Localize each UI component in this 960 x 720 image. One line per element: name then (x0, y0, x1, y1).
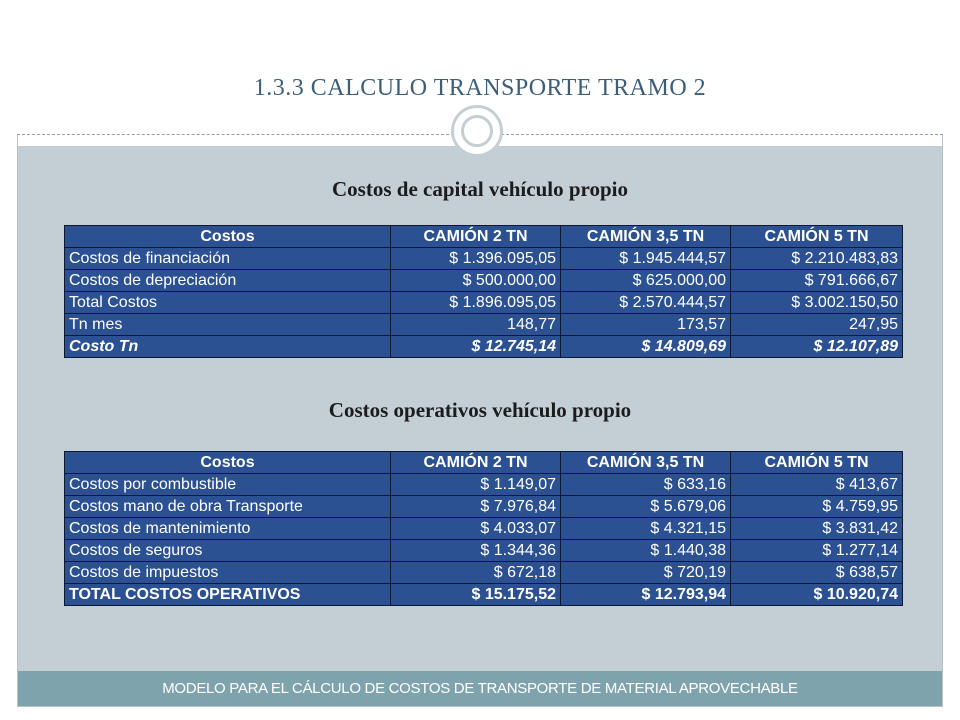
slide-title: 1.3.3 CALCULO TRANSPORTE TRAMO 2 (253, 75, 707, 101)
table-row: Costos mano de obra Transporte $ 7.976,8… (64, 495, 903, 518)
cell-value: $ 1.440,38 (560, 539, 731, 562)
cell-value: $ 12.107,89 (730, 335, 903, 358)
column-header: CAMIÓN 3,5 TN (560, 451, 731, 474)
column-header: CAMIÓN 5 TN (730, 451, 903, 474)
cell-value: $ 720,19 (560, 561, 731, 584)
cell-value: $ 791.666,67 (730, 269, 903, 292)
cell-value: $ 10.920,74 (730, 583, 903, 606)
cell-value: $ 5.679,06 (560, 495, 731, 518)
column-header: Costos (64, 451, 391, 474)
operating-costs-table: Costos CAMIÓN 2 TN CAMIÓN 3,5 TN CAMIÓN … (64, 451, 903, 606)
row-label: Total Costos (64, 291, 391, 314)
circle-ornament-icon (451, 105, 503, 157)
capital-costs-table: Costos CAMIÓN 2 TN CAMIÓN 3,5 TN CAMIÓN … (64, 225, 903, 358)
table-row: Costos de financiación $ 1.396.095,05 $ … (64, 247, 903, 270)
capital-costs-title: Costos de capital vehículo propio (332, 177, 628, 201)
column-header: CAMIÓN 2 TN (390, 451, 561, 474)
footer-bar: MODELO PARA EL CÁLCULO DE COSTOS DE TRAN… (18, 671, 942, 706)
table-row: Costos por combustible $ 1.149,07 $ 633,… (64, 473, 903, 496)
table-row: Costos de seguros $ 1.344,36 $ 1.440,38 … (64, 539, 903, 562)
cell-value: $ 1.945.444,57 (560, 247, 731, 270)
cell-value: $ 1.277,14 (730, 539, 903, 562)
row-label: Costos mano de obra Transporte (64, 495, 391, 518)
row-label: Costos de mantenimiento (64, 517, 391, 540)
cell-value: $ 1.396.095,05 (390, 247, 561, 270)
row-label: Costos de impuestos (64, 561, 391, 584)
row-label: TOTAL COSTOS OPERATIVOS (64, 583, 391, 606)
cell-value: $ 3.831,42 (730, 517, 903, 540)
row-label: Costo Tn (64, 335, 391, 358)
row-label: Costos de financiación (64, 247, 391, 270)
cell-value: $ 14.809,69 (560, 335, 731, 358)
cell-value: $ 4.321,15 (560, 517, 731, 540)
table-row: Costos de mantenimiento $ 4.033,07 $ 4.3… (64, 517, 903, 540)
cell-value: $ 633,16 (560, 473, 731, 496)
row-label: Costos por combustible (64, 473, 391, 496)
cell-value: $ 3.002.150,50 (730, 291, 903, 314)
column-header: Costos (64, 225, 391, 248)
cell-value: $ 12.745,14 (390, 335, 561, 358)
column-header: CAMIÓN 2 TN (390, 225, 561, 248)
cell-value: 247,95 (730, 313, 903, 336)
table-row-cost-per-ton: Costo Tn $ 12.745,14 $ 14.809,69 $ 12.10… (64, 335, 903, 358)
table-row: Tn mes 148,77 173,57 247,95 (64, 313, 903, 336)
cell-value: $ 4.759,95 (730, 495, 903, 518)
cell-value: $ 1.896.095,05 (390, 291, 561, 314)
cell-value: 173,57 (560, 313, 731, 336)
row-label: Costos de seguros (64, 539, 391, 562)
cell-value: $ 1.344,36 (390, 539, 561, 562)
cell-value: 148,77 (390, 313, 561, 336)
operating-costs-title: Costos operativos vehículo propio (328, 398, 632, 422)
cell-value: $ 500.000,00 (390, 269, 561, 292)
cell-value: $ 413,67 (730, 473, 903, 496)
column-header: CAMIÓN 3,5 TN (560, 225, 731, 248)
table-row: Costos de depreciación $ 500.000,00 $ 62… (64, 269, 903, 292)
cell-value: $ 638,57 (730, 561, 903, 584)
row-label: Tn mes (64, 313, 391, 336)
column-header: CAMIÓN 5 TN (730, 225, 903, 248)
table-row: Total Costos $ 1.896.095,05 $ 2.570.444,… (64, 291, 903, 314)
footer-text: MODELO PARA EL CÁLCULO DE COSTOS DE TRAN… (162, 680, 798, 697)
cell-value: $ 2.210.483,83 (730, 247, 903, 270)
row-label: Costos de depreciación (64, 269, 391, 292)
cell-value: $ 672,18 (390, 561, 561, 584)
cell-value: $ 625.000,00 (560, 269, 731, 292)
table-row: Costos de impuestos $ 672,18 $ 720,19 $ … (64, 561, 903, 584)
cell-value: $ 2.570.444,57 (560, 291, 731, 314)
cell-value: $ 7.976,84 (390, 495, 561, 518)
cell-value: $ 15.175,52 (390, 583, 561, 606)
cell-value: $ 4.033,07 (390, 517, 561, 540)
cell-value: $ 12.793,94 (560, 583, 731, 606)
table-header-row: Costos CAMIÓN 2 TN CAMIÓN 3,5 TN CAMIÓN … (64, 451, 903, 474)
cell-value: $ 1.149,07 (390, 473, 561, 496)
table-row-total: TOTAL COSTOS OPERATIVOS $ 15.175,52 $ 12… (64, 583, 903, 606)
table-header-row: Costos CAMIÓN 2 TN CAMIÓN 3,5 TN CAMIÓN … (64, 225, 903, 248)
